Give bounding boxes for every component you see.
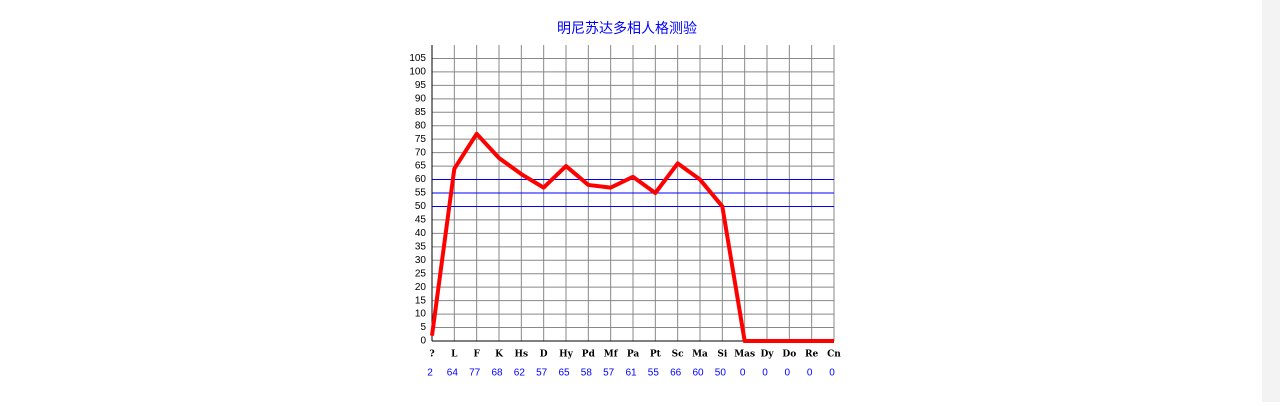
value-label: 68 (491, 368, 503, 379)
y-tick-label: 70 (415, 147, 427, 158)
x-tick-label: Dy (760, 350, 774, 360)
y-tick-label: 105 (409, 53, 426, 64)
x-tick-label: Pt (650, 350, 662, 360)
y-tick-label: 80 (415, 120, 427, 131)
value-label: 66 (670, 368, 682, 379)
x-tick-label: Si (717, 350, 727, 360)
y-tick-label: 20 (415, 282, 427, 293)
x-tick-label: D (540, 350, 548, 360)
x-tick-label: Sc (672, 350, 684, 360)
x-tick-label: K (495, 350, 504, 360)
value-label: 0 (807, 368, 813, 379)
x-tick-label: Hs (515, 350, 529, 360)
y-tick-label: 40 (415, 228, 427, 239)
x-tick-label: Hy (559, 350, 574, 360)
value-label: 0 (762, 368, 768, 379)
x-tick-label: Re (805, 350, 818, 360)
y-tick-label: 90 (415, 93, 427, 104)
x-tick-label: ? (429, 350, 434, 360)
value-label: 61 (625, 368, 637, 379)
value-label: 2 (427, 368, 433, 379)
x-tick-label: Mas (734, 350, 755, 360)
x-tick-label: Mf (604, 350, 619, 360)
value-label: 0 (740, 368, 746, 379)
y-tick-label: 0 (420, 336, 426, 347)
y-tick-label: 95 (415, 80, 427, 91)
x-tick-label: Pd (582, 350, 596, 360)
value-label: 62 (514, 368, 526, 379)
y-tick-label: 30 (415, 255, 427, 266)
value-label: 65 (558, 368, 570, 379)
y-tick-label: 45 (415, 215, 427, 226)
value-label: 64 (447, 368, 459, 379)
x-tick-label: Do (782, 350, 796, 360)
y-tick-label: 15 (415, 295, 427, 306)
y-tick-label: 55 (415, 188, 427, 199)
y-tick-label: 35 (415, 241, 427, 252)
value-label: 57 (603, 368, 615, 379)
value-label: 60 (692, 368, 704, 379)
value-label: 50 (715, 368, 727, 379)
chart-title: 明尼苏达多相人格测验 (557, 20, 697, 37)
y-tick-label: 5 (420, 322, 426, 333)
y-tick-label: 100 (409, 67, 426, 78)
x-tick-label: L (451, 350, 458, 360)
value-label: 77 (469, 368, 481, 379)
data-line (430, 131, 834, 343)
value-label: 0 (785, 368, 791, 379)
value-label: 57 (536, 368, 548, 379)
x-tick-label: Pa (627, 350, 640, 360)
scrollbar (1262, 0, 1280, 402)
y-tick-label: 50 (415, 201, 427, 212)
y-tick-label: 60 (415, 174, 427, 185)
y-tick-label: 65 (415, 161, 427, 172)
x-tick-label: Cn (827, 350, 841, 360)
y-tick-label: 75 (415, 134, 427, 145)
y-tick-label: 25 (415, 268, 427, 279)
x-tick-label: Ma (692, 350, 708, 360)
value-label: 0 (829, 368, 835, 379)
value-label: 58 (581, 368, 593, 379)
y-tick-label: 10 (415, 309, 427, 320)
x-tick-label: F (473, 350, 480, 360)
y-tick-label: 85 (415, 107, 427, 118)
value-label: 55 (648, 368, 660, 379)
